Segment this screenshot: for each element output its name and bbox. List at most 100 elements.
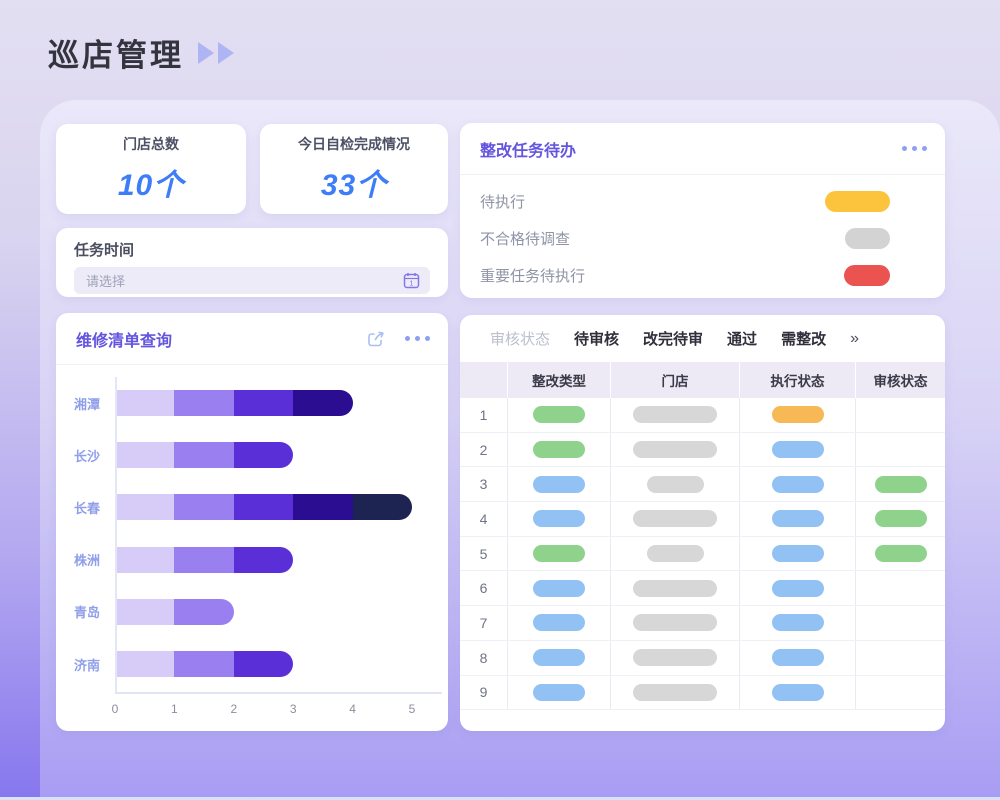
chart-x-axis-line bbox=[115, 692, 442, 695]
stat-card-store-total: 门店总数 10个 bbox=[56, 124, 246, 214]
table-cell bbox=[508, 467, 611, 502]
chart-bar-segment bbox=[174, 442, 234, 469]
table-cell: 5 bbox=[460, 536, 508, 571]
table-value-pill bbox=[874, 475, 927, 493]
review-status-tab-3[interactable]: 通过 bbox=[727, 331, 758, 348]
table-cell bbox=[508, 675, 611, 710]
chart-bar-segment bbox=[174, 651, 234, 678]
date-placeholder: 请选择 bbox=[86, 274, 126, 289]
table-row[interactable]: 8 bbox=[460, 640, 945, 676]
table-cell bbox=[740, 467, 856, 502]
filter-label: 审核状态 bbox=[490, 331, 551, 348]
triangle-icon bbox=[198, 41, 214, 64]
row-number: 1 bbox=[479, 406, 488, 423]
table-row[interactable]: 2 bbox=[460, 432, 945, 468]
todo-count-pill bbox=[844, 265, 890, 286]
chart-x-tick-label: 2 bbox=[230, 702, 238, 717]
chart-bar-segment bbox=[233, 494, 294, 521]
more-icon[interactable] bbox=[405, 336, 430, 341]
chart-bar-segment bbox=[115, 390, 175, 417]
chart-y-axis-line bbox=[115, 377, 117, 693]
table-value-pill bbox=[533, 649, 585, 667]
table-cell: 1 bbox=[460, 398, 508, 432]
triangle-icon bbox=[218, 41, 234, 64]
chart-bar[interactable] bbox=[115, 494, 412, 521]
table-cell bbox=[611, 467, 740, 502]
table-cell bbox=[740, 536, 856, 571]
share-icon[interactable] bbox=[365, 328, 387, 350]
task-time-label: 任务时间 bbox=[74, 242, 135, 259]
tabs-overflow-icon[interactable]: » bbox=[850, 329, 859, 347]
chart-bar[interactable] bbox=[115, 651, 412, 678]
table-cell bbox=[856, 433, 945, 467]
chart-bar-segment bbox=[293, 494, 353, 521]
review-status-tab-2[interactable]: 改完待审 bbox=[643, 331, 704, 348]
page-title: 巡店管理 bbox=[48, 38, 184, 73]
chart-x-tick-label: 5 bbox=[408, 702, 416, 717]
todo-item: 待执行 bbox=[480, 183, 890, 220]
table-cell bbox=[508, 536, 611, 571]
table-cell bbox=[856, 502, 945, 536]
todo-item-label: 重要任务待执行 bbox=[480, 268, 586, 285]
table-cell bbox=[508, 606, 611, 640]
chart-category-label: 湘潭 bbox=[73, 396, 100, 412]
todo-panel: 整改任务待办 待执行不合格待调查 重要任务待执行 bbox=[460, 123, 945, 298]
chart-bar[interactable] bbox=[115, 390, 412, 417]
table-row[interactable]: 7 bbox=[460, 606, 945, 641]
table-value-pill bbox=[874, 510, 927, 528]
table-value-pill bbox=[633, 510, 717, 528]
table-value-pill bbox=[533, 510, 585, 528]
table-value-pill bbox=[771, 510, 824, 528]
more-icon[interactable] bbox=[902, 146, 927, 151]
table-body: 1 2 3 4 5 6 7 8 9 bbox=[460, 398, 945, 711]
table-value-pill bbox=[533, 579, 585, 597]
table-value-pill bbox=[633, 683, 717, 701]
table-row[interactable]: 5 bbox=[460, 536, 945, 572]
table-cell bbox=[856, 641, 945, 675]
table-value-pill bbox=[633, 579, 717, 597]
chart-bar-segment bbox=[233, 651, 294, 678]
stat-value: 33个 bbox=[320, 169, 388, 202]
table-column-header: 整改类型 bbox=[508, 362, 611, 398]
table-row[interactable]: 4 bbox=[460, 502, 945, 537]
table-value-pill bbox=[646, 475, 704, 493]
page-header: 巡店管理 bbox=[48, 30, 234, 75]
table-value-pill bbox=[533, 683, 585, 701]
row-number: 7 bbox=[479, 614, 488, 631]
table-header: 整改类型 门店 执行状态 审核状态 bbox=[460, 362, 945, 398]
review-status-tab-1[interactable]: 待审核 bbox=[574, 331, 620, 348]
todo-panel-title: 整改任务待办 bbox=[480, 142, 577, 160]
table-row[interactable]: 9 bbox=[460, 675, 945, 711]
row-number: 5 bbox=[479, 545, 488, 562]
date-picker-input[interactable]: 请选择 1 bbox=[74, 267, 430, 294]
table-row[interactable]: 3 bbox=[460, 467, 945, 503]
table-column-header: 执行状态 bbox=[740, 362, 856, 398]
chart-x-tick-label: 3 bbox=[289, 702, 297, 717]
repair-panel-title: 维修清单查询 bbox=[76, 332, 173, 350]
todo-item-label: 不合格待调查 bbox=[480, 231, 571, 248]
table-cell bbox=[856, 537, 945, 571]
chart-bar-segment bbox=[352, 494, 412, 521]
table-cell bbox=[508, 432, 611, 467]
chart-bar-row: 青岛 bbox=[56, 586, 448, 638]
table-row[interactable]: 6 bbox=[460, 571, 945, 607]
table-cell bbox=[508, 502, 611, 536]
calendar-icon[interactable]: 1 bbox=[403, 272, 420, 289]
chart-bar[interactable] bbox=[115, 598, 412, 625]
table-row[interactable]: 1 bbox=[460, 398, 945, 433]
chart-bar-segment bbox=[115, 598, 175, 625]
table-column-header: 门店 bbox=[611, 362, 740, 398]
todo-count-pill bbox=[825, 191, 890, 212]
chart-bar[interactable] bbox=[115, 546, 412, 573]
table-value-pill bbox=[874, 545, 927, 563]
table-value-pill bbox=[633, 406, 717, 424]
table-value-pill bbox=[771, 406, 824, 424]
table-cell bbox=[508, 571, 611, 606]
chart-category-label: 株洲 bbox=[73, 553, 100, 569]
chart-bar-segment bbox=[174, 494, 234, 521]
review-status-filter: 审核状态 待审核 改完待审 通过 需整改 » bbox=[460, 315, 945, 362]
table-cell bbox=[611, 536, 740, 571]
chart-bar[interactable] bbox=[115, 442, 412, 469]
task-time-card: 任务时间 请选择 1 bbox=[56, 228, 448, 297]
review-status-tab-4[interactable]: 需整改 bbox=[781, 331, 827, 348]
